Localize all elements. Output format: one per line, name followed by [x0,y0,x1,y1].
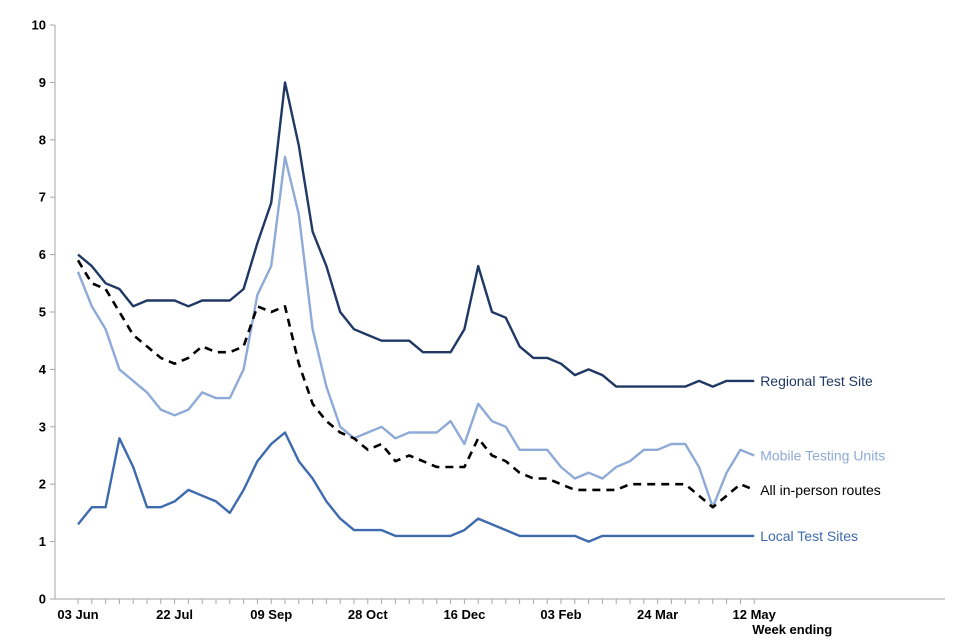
x-tick-label: 22 Jul [156,607,193,622]
x-axis-title: Week ending [752,622,832,637]
y-tick-label: 2 [39,477,46,492]
series-line-all-in-person-routes [76,259,755,509]
series-line-mobile-testing-units [76,155,755,509]
x-tick-label: 03 Jun [57,607,98,622]
y-axis-ticks: 0 1 2 3 4 5 6 7 8 9 10 [32,18,55,607]
series-label-all-in-person-routes: All in-person routes [760,482,881,498]
x-tick-label: 24 Mar [637,607,678,622]
axes [54,25,945,600]
y-tick-label: 3 [39,419,46,434]
y-tick-label: 10 [32,18,46,33]
series-label-local-test-sites: Local Test Sites [760,528,858,544]
y-tick-label: 8 [39,132,46,147]
series-line-local-test-sites [77,431,755,543]
x-tick-label: 16 Dec [443,607,485,622]
y-tick-label: 1 [39,534,46,549]
y-tick-label: 4 [39,362,47,377]
series-labels: Regional Test Site Mobile Testing Units Al… [760,373,885,544]
x-tick-label: 28 Oct [348,607,388,622]
series-lines [76,81,755,543]
y-tick-label: 0 [39,592,46,607]
series-label-mobile-testing-units: Mobile Testing Units [760,448,885,464]
x-tick-label: 03 Feb [540,607,581,622]
series-label-regional-test-site: Regional Test Site [760,373,873,389]
x-tick-label: 12 May [733,607,777,622]
x-tick-label: 09 Sep [250,607,292,622]
x-axis-ticks: 03 Jun 22 Jul 09 Sep 28 Oct 16 Dec 03 Feb 24 M… [57,599,777,622]
series-line-regional-test-site [77,81,755,388]
y-tick-label: 5 [39,305,46,320]
y-tick-label: 7 [39,190,46,205]
y-tick-label: 6 [39,247,46,262]
y-tick-label: 9 [39,75,46,90]
